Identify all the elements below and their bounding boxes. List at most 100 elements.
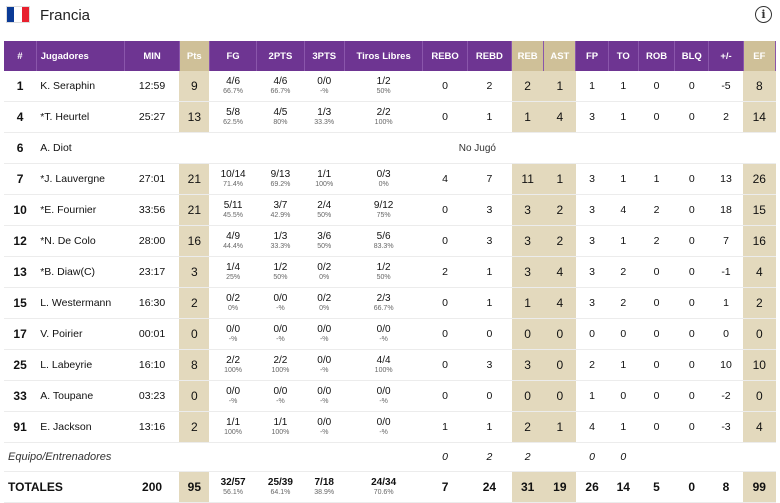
header-col-fg[interactable]: FG xyxy=(209,41,258,71)
player-rob: 0 xyxy=(638,101,675,133)
player-row[interactable]: 4 *T. Heurtel 25:27 13 5/8 62.5% 4/5 80% 1/3 33.3… xyxy=(4,101,776,133)
player-name[interactable]: L. Labeyrie xyxy=(36,349,125,381)
player-number: 17 xyxy=(4,318,37,350)
player-free-throws-made: 5/6 xyxy=(376,231,391,242)
header-col-rebd[interactable]: REBD xyxy=(467,41,513,71)
player-name[interactable]: V. Poirier xyxy=(36,318,125,350)
player-reb: 3 xyxy=(511,349,544,381)
player-3pts-pct: -% xyxy=(319,398,329,405)
player-pm: 2 xyxy=(708,101,744,133)
player-blq: 0 xyxy=(674,349,709,381)
player-row[interactable]: 91 E. Jackson 13:16 2 1/1 100% 1/1 100% 0/0 -% 0/0… xyxy=(4,411,776,443)
player-name[interactable]: *T. Heurtel xyxy=(36,101,125,133)
header-col-number[interactable]: # xyxy=(4,41,37,71)
player-number: 10 xyxy=(4,194,37,226)
player-name[interactable]: *B. Diaw(C) xyxy=(36,256,125,288)
player-2pts-made: 2/2 xyxy=(273,355,288,366)
player-name[interactable]: *J. Lauvergne xyxy=(36,163,125,195)
header-col-ast[interactable]: AST xyxy=(543,41,577,71)
player-to: 0 xyxy=(608,380,639,412)
player-rob: 0 xyxy=(638,380,675,412)
player-fg: 4/9 44.4% xyxy=(209,225,257,257)
player-2pts-pct: 42.9% xyxy=(270,212,291,219)
player-3pts: 0/0 -% xyxy=(304,411,345,443)
player-row[interactable]: 17 V. Poirier 00:01 0 0/0 -% 0/0 -% 0/0 -% 0/0 -% 0 0… xyxy=(4,318,776,350)
header-col-free-throws[interactable]: Tiros Libres xyxy=(344,41,424,71)
header-col-rob[interactable]: ROB xyxy=(638,41,676,71)
player-row[interactable]: 6 A. Diot No Jugó xyxy=(4,132,776,164)
header-col-blq[interactable]: BLQ xyxy=(674,41,710,71)
player-3pts: 0/2 0% xyxy=(304,256,345,288)
header-col-reb[interactable]: REB xyxy=(511,41,545,71)
player-row[interactable]: 25 L. Labeyrie 16:10 8 2/2 100% 2/2 100% 0/0 -% 4/… xyxy=(4,349,776,381)
player-free-throws-pct: 100% xyxy=(374,119,393,126)
player-name[interactable]: *N. De Colo xyxy=(36,225,125,257)
player-rebd: 1 xyxy=(467,411,512,443)
player-row[interactable]: 7 *J. Lauvergne 27:01 21 10/14 71.4% 9/13 69.2%… xyxy=(4,163,776,195)
header-col-pts[interactable]: Pts xyxy=(179,41,210,71)
player-free-throws-pct: 50% xyxy=(376,274,391,281)
player-row[interactable]: 13 *B. Diaw(C) 23:17 3 1/4 25% 1/2 50% 0/2 0% 1/2 5… xyxy=(4,256,776,288)
player-fp: 3 xyxy=(575,225,609,257)
player-fg-made: 4/6 xyxy=(226,76,241,87)
header-col-2pts[interactable]: 2PTS xyxy=(256,41,305,71)
player-name[interactable]: L. Westermann xyxy=(36,287,125,319)
totals-rebo: 7 xyxy=(422,471,468,503)
player-rebd: 1 xyxy=(467,256,512,288)
player-name[interactable]: A. Diot xyxy=(36,132,125,164)
player-rebo: 2 xyxy=(422,256,468,288)
header-col-to[interactable]: TO xyxy=(608,41,639,71)
player-min: 33:56 xyxy=(124,194,180,226)
player-row[interactable]: 10 *E. Fournier 33:56 21 5/11 45.5% 3/7 42.9% 2/… xyxy=(4,194,776,226)
player-name[interactable]: A. Toupane xyxy=(36,380,125,412)
header-col-rebo[interactable]: REBO xyxy=(422,41,468,71)
player-rebd: 3 xyxy=(467,225,512,257)
player-fp: 4 xyxy=(575,411,609,443)
player-fg-made: 4/9 xyxy=(226,231,241,242)
player-rebd: 0 xyxy=(467,318,512,350)
player-2pts: 0/0 -% xyxy=(256,318,305,350)
totals-2pts-pct: 64.1% xyxy=(270,489,291,496)
player-rebo: 4 xyxy=(422,163,468,195)
header-col-fp[interactable]: FP xyxy=(575,41,609,71)
player-fg: 0/0 -% xyxy=(209,380,257,412)
player-ast: 4 xyxy=(543,287,576,319)
player-to: 1 xyxy=(608,101,639,133)
player-fg-pct: 0% xyxy=(228,305,239,312)
player-row[interactable]: 12 *N. De Colo 28:00 16 4/9 44.4% 1/3 33.3% 3/6 5… xyxy=(4,225,776,257)
header-col-plus-minus[interactable]: +/- xyxy=(708,41,744,71)
table-header-row: # Jugadores MIN Pts FG 2PTS 3PTS Tiros Libres RE… xyxy=(4,41,777,71)
table-body: 1 K. Seraphin 12:59 9 4/6 66.7% 4/6 66.7% 0/0 -% 1… xyxy=(4,71,776,503)
player-2pts: 2/2 100% xyxy=(256,349,305,381)
player-ef: 10 xyxy=(743,349,776,381)
player-number: 12 xyxy=(4,225,37,257)
player-3pts-pct: 100% xyxy=(315,181,334,188)
player-2pts: 1/3 33.3% xyxy=(256,225,305,257)
player-fp: 3 xyxy=(575,163,609,195)
player-blq: 0 xyxy=(674,256,709,288)
player-row[interactable]: 33 A. Toupane 03:23 0 0/0 -% 0/0 -% 0/0 -% 0/0 -% 0 0… xyxy=(4,380,776,412)
player-name[interactable]: *E. Fournier xyxy=(36,194,125,226)
player-name[interactable]: K. Seraphin xyxy=(36,71,125,102)
player-row[interactable]: 15 L. Westermann 16:30 2 0/2 0% 0/0 -% 0/2 0% 2/3 6… xyxy=(4,287,776,319)
header-col-players[interactable]: Jugadores xyxy=(36,41,126,71)
player-blq: 0 xyxy=(674,163,709,195)
player-fg: 5/8 62.5% xyxy=(209,101,257,133)
totals-reb: 31 xyxy=(511,471,544,503)
player-to: 4 xyxy=(608,194,639,226)
player-rob: 0 xyxy=(638,411,675,443)
header-col-min[interactable]: MIN xyxy=(124,41,180,71)
player-name[interactable]: E. Jackson xyxy=(36,411,125,443)
player-blq: 0 xyxy=(674,318,709,350)
player-pts: 0 xyxy=(179,318,210,350)
player-row[interactable]: 1 K. Seraphin 12:59 9 4/6 66.7% 4/6 66.7% 0/0 -% 1… xyxy=(4,71,776,102)
player-reb: 0 xyxy=(511,380,544,412)
player-min: 23:17 xyxy=(124,256,180,288)
totals-row: TOTALES 200 95 32/57 56.1% 25/39 64.1% 7/18 38.9… xyxy=(4,471,776,503)
player-pm: 7 xyxy=(708,225,744,257)
player-rebd: 0 xyxy=(467,380,512,412)
header-col-ef[interactable]: EF xyxy=(743,41,777,71)
player-2pts-made: 0/0 xyxy=(273,293,288,304)
info-icon[interactable]: i xyxy=(755,6,772,23)
header-col-3pts[interactable]: 3PTS xyxy=(304,41,345,71)
